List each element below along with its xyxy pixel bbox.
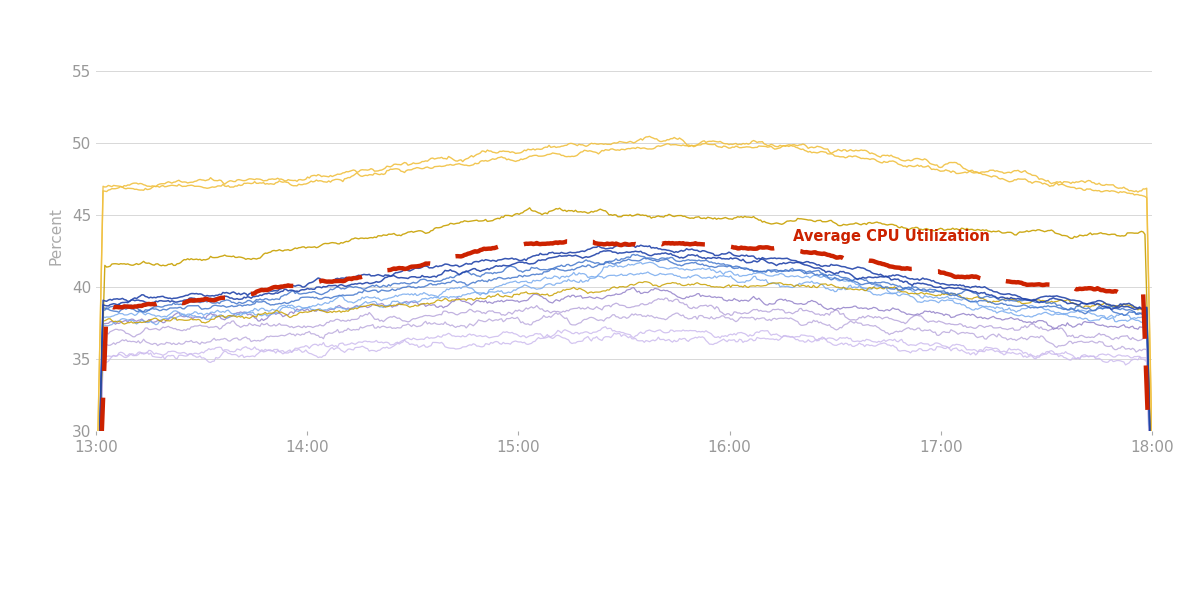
Text: Average CPU Utilization: Average CPU Utilization (793, 228, 990, 244)
Y-axis label: Percent: Percent (48, 208, 64, 265)
